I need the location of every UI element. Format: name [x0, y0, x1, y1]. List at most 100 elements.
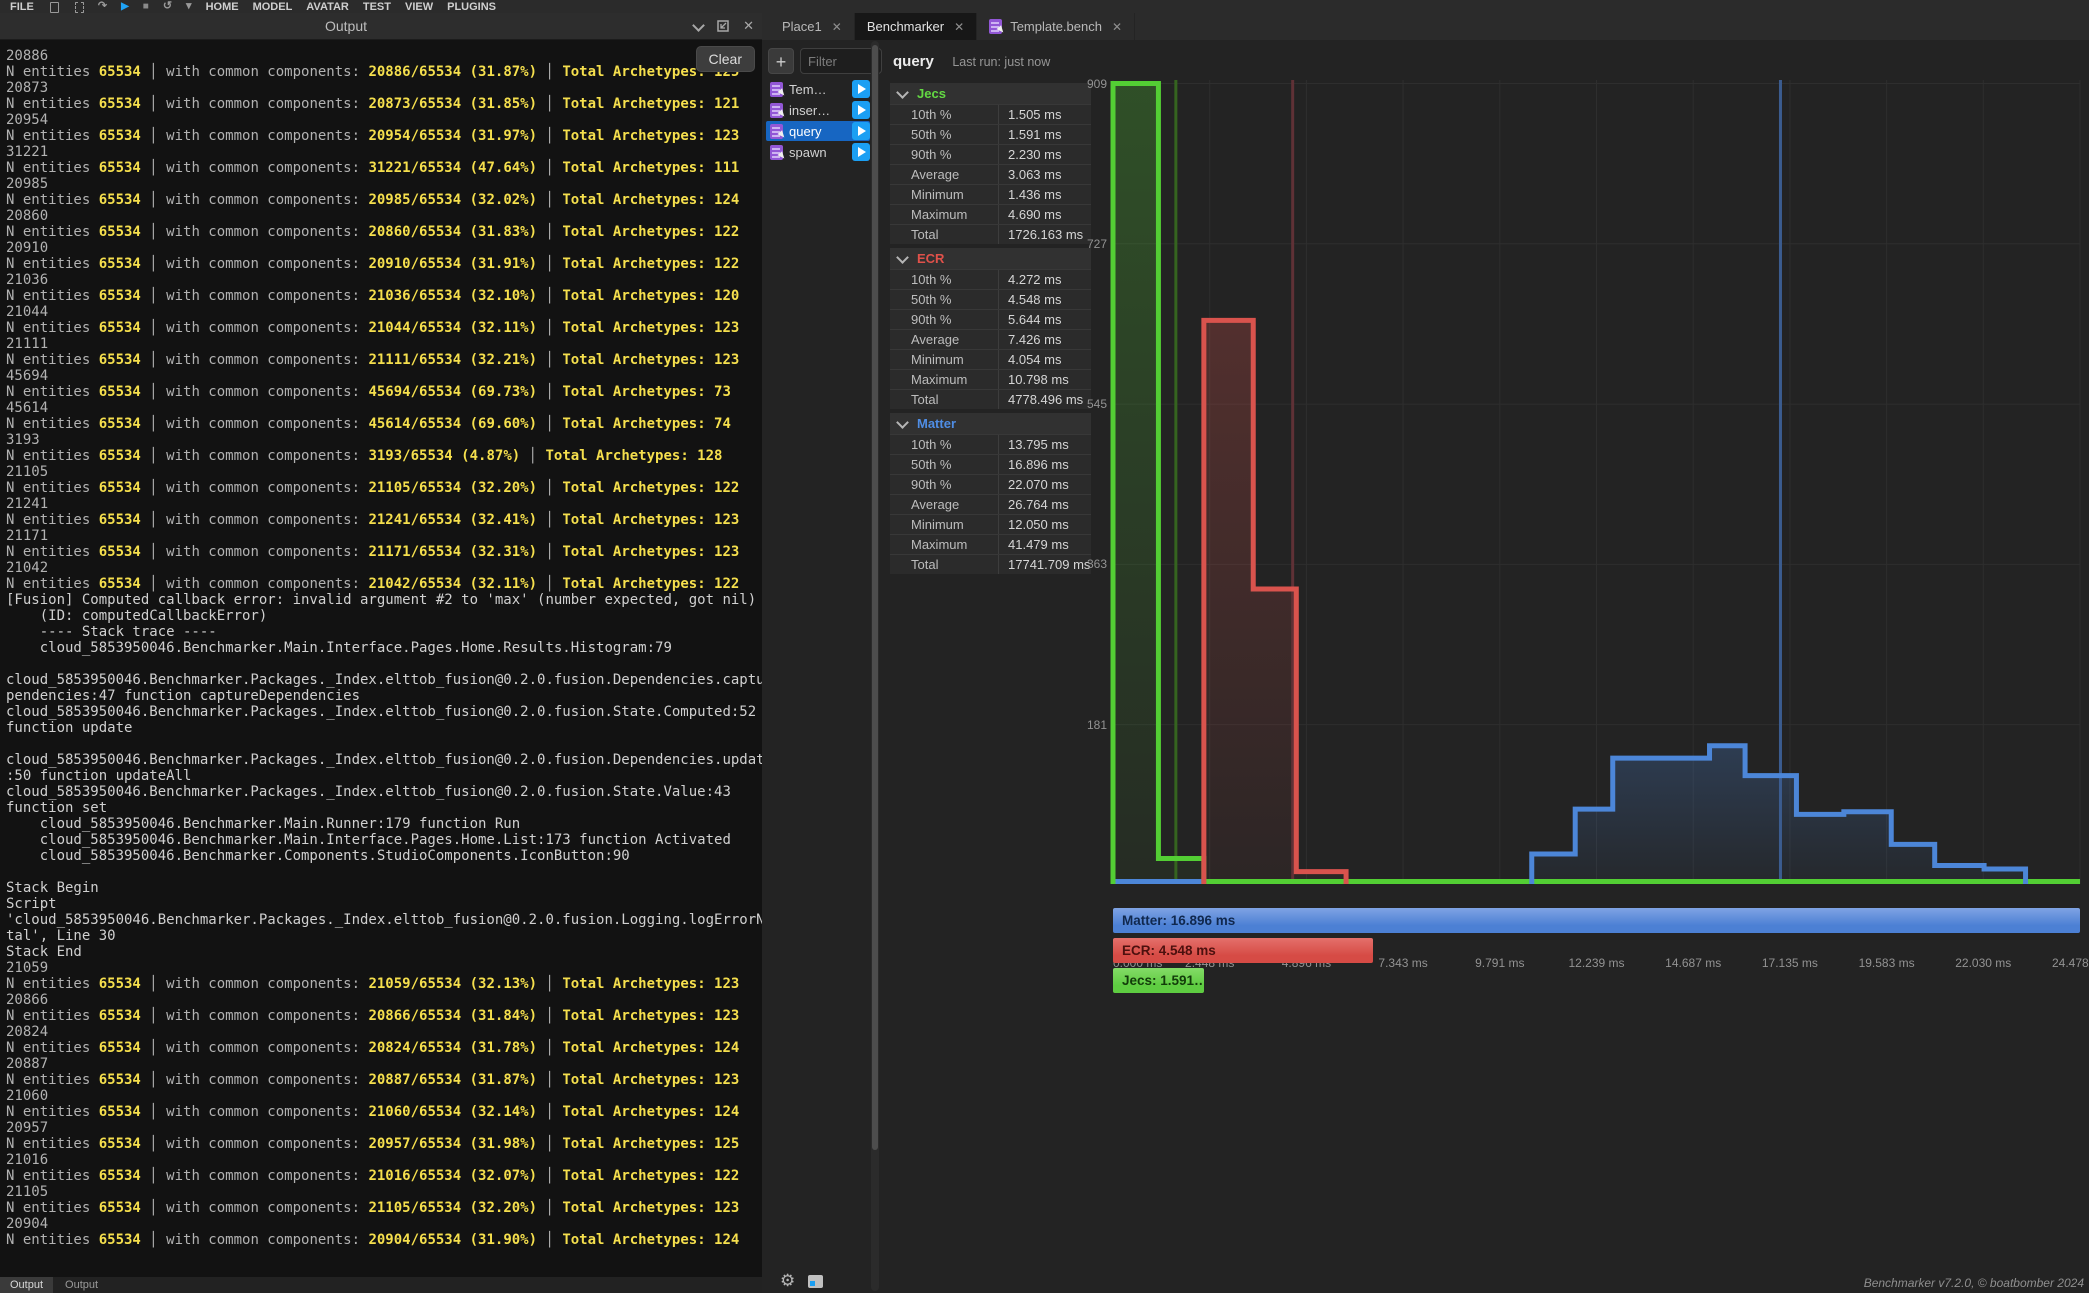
script-icon: [770, 81, 783, 97]
plugin-chart-icon[interactable]: [808, 1275, 823, 1288]
stat-row: 90th % 22.070 ms: [890, 474, 1091, 494]
section-header-matter[interactable]: Matter: [890, 413, 1091, 434]
output-dock-tabs: Output Output: [0, 1277, 762, 1293]
stat-label: Total: [911, 227, 939, 242]
output-dock-tab[interactable]: Output: [65, 1279, 99, 1291]
clear-button[interactable]: Clear: [695, 46, 755, 72]
section-header-jecs[interactable]: Jecs: [890, 83, 1091, 104]
list-scrollbar[interactable]: [871, 41, 879, 1291]
log-count-line: 3193: [6, 432, 40, 448]
error-line: cloud_5853950046.Benchmarker.Main.Interf…: [6, 832, 731, 848]
benchmark-item-inser[interactable]: inser…: [766, 100, 870, 120]
stat-row: Total 17741.709 ms: [890, 554, 1091, 574]
section-header-ecr[interactable]: ECR: [890, 248, 1091, 269]
stop-icon[interactable]: ■: [142, 1, 149, 12]
menu-model[interactable]: MODEL: [252, 1, 293, 13]
menu-view[interactable]: VIEW: [405, 1, 434, 13]
stat-value: 22.070 ms: [998, 475, 1091, 494]
tab-place1[interactable]: Place1 ✕: [770, 13, 855, 40]
error-line: function update: [6, 720, 133, 736]
stat-value: 4.272 ms: [998, 270, 1091, 289]
x-axis-label: 12.239 ms: [1568, 956, 1625, 970]
stat-value: 26.764 ms: [998, 495, 1091, 514]
log-entry-line: N entities 65534 │ with common component…: [6, 160, 740, 176]
output-log[interactable]: 20886 N entities 65534 │ with common comp…: [0, 40, 762, 1277]
benchmark-item-spawn[interactable]: spawn: [766, 142, 870, 162]
log-count-line: 20873: [6, 80, 49, 96]
editor-tab-bar: Place1 ✕ Benchmarker ✕ Template.bench ✕: [762, 13, 2089, 40]
stat-value: 16.896 ms: [998, 455, 1091, 474]
log-count-line: 21241: [6, 496, 49, 512]
run-benchmark-button[interactable]: [852, 80, 870, 98]
output-dock-tab[interactable]: Output: [0, 1277, 54, 1293]
log-entry-line: N entities 65534 │ with common component…: [6, 576, 740, 592]
error-line: Stack End: [6, 944, 82, 960]
log-count-line: 21016: [6, 1152, 49, 1168]
filter-input[interactable]: [800, 48, 882, 74]
benchmark-item-Tem[interactable]: Tem…: [766, 79, 870, 99]
stat-value: 17741.709 ms: [998, 555, 1091, 574]
stat-label: Minimum: [911, 517, 964, 532]
log-entry-line: N entities 65534 │ with common component…: [6, 96, 740, 112]
benchmark-item-query[interactable]: query: [766, 121, 870, 141]
close-icon[interactable]: ✕: [1111, 19, 1123, 34]
stat-row: Maximum 4.690 ms: [890, 204, 1091, 224]
menu-bar: FILE ↷ ▶ ■ ↺ ▾ HOME MODEL AVATAR TEST VI…: [0, 0, 2089, 13]
stat-label: Total: [911, 557, 939, 572]
clipboard-icon[interactable]: [48, 1, 59, 13]
log-entry-line: N entities 65534 │ with common component…: [6, 1136, 740, 1152]
error-line: pendencies:47 function captureDependenci…: [6, 688, 361, 704]
close-icon[interactable]: ✕: [743, 18, 754, 33]
stat-row: 10th % 1.505 ms: [890, 104, 1091, 124]
stat-value: 1.591 ms: [998, 125, 1091, 144]
output-panel: Output ✕ 20886 N entities 65534 │ with co…: [0, 13, 762, 1293]
close-icon[interactable]: ✕: [954, 19, 965, 34]
run-benchmark-button[interactable]: [852, 101, 870, 119]
stats-section-jecs: Jecs 10th % 1.505 ms 50th % 1.591 ms 90th % 2.…: [890, 83, 1091, 244]
stat-value: 10.798 ms: [998, 370, 1091, 389]
script-icon: [770, 144, 783, 160]
redo-icon[interactable]: ↷: [97, 0, 108, 12]
menu-file[interactable]: FILE: [10, 1, 34, 13]
menu-test[interactable]: TEST: [362, 1, 391, 13]
stat-row: 90th % 2.230 ms: [890, 144, 1091, 164]
scrollbar-thumb[interactable]: [872, 45, 878, 1150]
log-count-line: 20887: [6, 1056, 49, 1072]
log-entry-line: N entities 65534 │ with common component…: [6, 1232, 740, 1248]
benchmark-list: Tem… inser… query spawn: [766, 79, 870, 163]
log-count-line: 20954: [6, 112, 49, 128]
y-axis-label: 363: [1086, 557, 1107, 572]
run-benchmark-button[interactable]: [852, 143, 870, 161]
close-icon[interactable]: ✕: [831, 19, 842, 34]
copy-icon[interactable]: [73, 1, 84, 13]
stat-row: Average 7.426 ms: [890, 329, 1091, 349]
popout-icon[interactable]: [717, 19, 729, 32]
log-entry-line: N entities 65534 │ with common component…: [6, 224, 740, 240]
menu-home[interactable]: HOME: [205, 1, 239, 13]
menu-plugins[interactable]: PLUGINS: [447, 1, 497, 13]
undo-icon[interactable]: ↺: [162, 0, 173, 12]
stat-value: 4.054 ms: [998, 350, 1091, 369]
error-line: cloud_5853950046.Benchmarker.Packages._I…: [6, 704, 757, 720]
error-line: function set: [6, 800, 108, 816]
run-benchmark-button[interactable]: [852, 122, 870, 140]
error-line: [6, 736, 762, 752]
dropdown-icon[interactable]: ▾: [186, 0, 192, 12]
stat-label: 10th %: [911, 107, 952, 122]
gear-icon[interactable]: ⚙: [780, 1271, 796, 1290]
log-count-line: 20860: [6, 208, 49, 224]
tab-template-bench[interactable]: Template.bench ✕: [977, 13, 1136, 40]
tab-benchmarker[interactable]: Benchmarker ✕: [854, 13, 978, 40]
log-entry-line: N entities 65534 │ with common component…: [6, 192, 740, 208]
stat-row: Minimum 4.054 ms: [890, 349, 1091, 369]
play-icon[interactable]: ▶: [121, 1, 129, 12]
log-count-line: 20985: [6, 176, 49, 192]
stat-label: 50th %: [911, 457, 952, 472]
stat-value: 2.230 ms: [998, 145, 1091, 164]
add-benchmark-button[interactable]: +: [768, 48, 794, 74]
chevron-down-icon[interactable]: [692, 19, 705, 32]
log-count-line: 20886: [6, 48, 49, 64]
error-line: cloud_5853950046.Benchmarker.Main.Runner…: [6, 816, 521, 832]
menu-avatar[interactable]: AVATAR: [306, 1, 349, 13]
